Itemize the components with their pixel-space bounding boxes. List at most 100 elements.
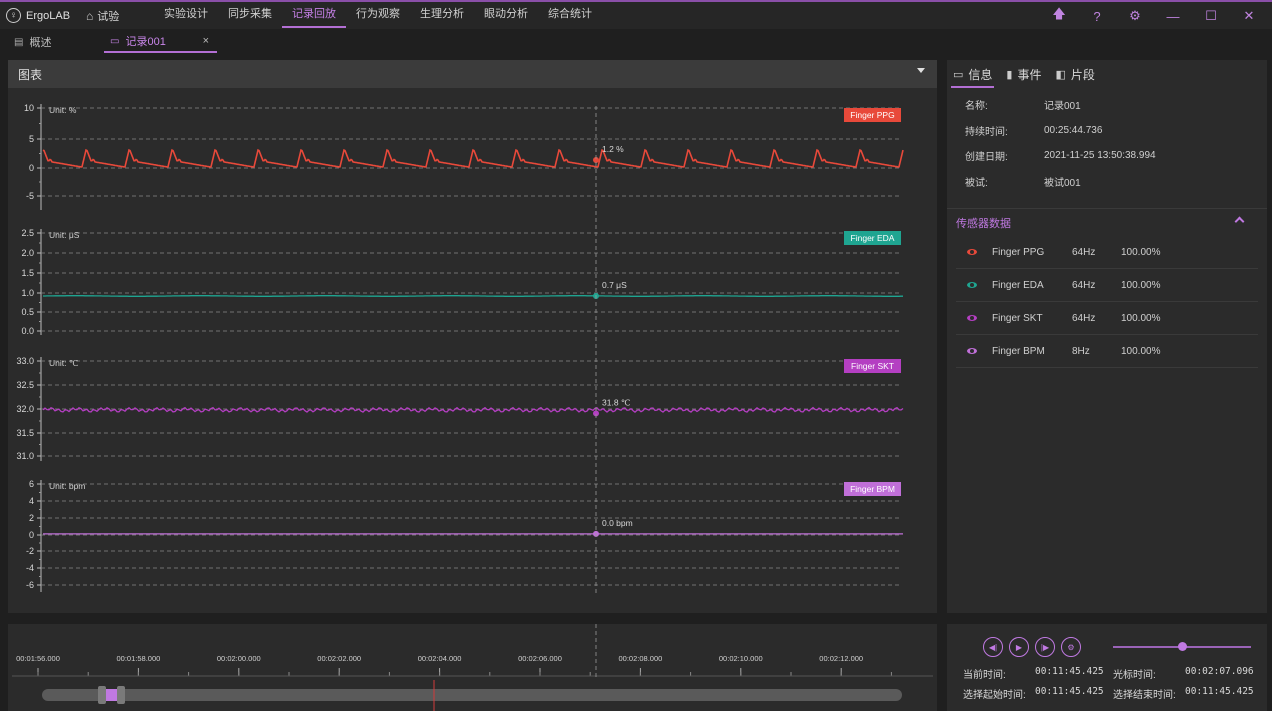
info-tab-bar: ▭ 信息 ▮ 事件 ◧ 片段 bbox=[947, 60, 1267, 88]
monitor-icon: ▭ bbox=[110, 35, 120, 47]
nav-behavior-observation[interactable]: 行为观察 bbox=[356, 8, 400, 20]
sensor-section-header[interactable]: 传感器数据 bbox=[947, 208, 1267, 236]
scroll-thumb[interactable] bbox=[106, 689, 117, 701]
visibility-eye-icon[interactable] bbox=[967, 348, 977, 354]
nav-sync-capture[interactable]: 同步采集 bbox=[228, 8, 272, 20]
segments-icon: ◧ bbox=[1055, 68, 1066, 81]
app-logo: ♀ ErgoLAB bbox=[6, 8, 84, 23]
visibility-eye-icon[interactable] bbox=[967, 249, 977, 255]
help-icon[interactable]: ? bbox=[1093, 8, 1101, 24]
ergolab-logo-icon: ♀ bbox=[6, 8, 21, 23]
y-tick-label: -2 bbox=[26, 546, 34, 556]
timeline-ruler[interactable]: 00:01:56.000 00:01:58.000 00:02:00.000 00:0… bbox=[8, 624, 937, 711]
upload-icon[interactable]: 🡅 bbox=[1052, 6, 1066, 21]
sensor-quality: 100.00% bbox=[1121, 345, 1161, 357]
series-badge-label: Finger PPG bbox=[850, 110, 894, 120]
settings-gear-icon[interactable]: ⚙ bbox=[1129, 8, 1141, 23]
nav-record-playback[interactable]: 记录回放 bbox=[282, 2, 346, 29]
maximize-icon[interactable]: ☐ bbox=[1205, 8, 1217, 23]
tab-events[interactable]: ▮ 事件 bbox=[1006, 60, 1041, 88]
sensor-rate: 64Hz bbox=[1072, 279, 1096, 291]
tab-segments[interactable]: ◧ 片段 bbox=[1056, 60, 1095, 88]
step-forward-icon[interactable]: |▶ bbox=[1035, 637, 1055, 657]
selection-end-label: 选择结束时间: bbox=[1113, 690, 1176, 701]
tab-record-001[interactable]: ▭ 记录001 × bbox=[104, 31, 217, 53]
info-key: 创建日期: bbox=[965, 152, 1008, 164]
y-tick-label: 32.5 bbox=[16, 380, 34, 390]
info-value: 2021-11-25 13:50:38.994 bbox=[1044, 150, 1156, 162]
y-tick-label: 1.0 bbox=[21, 288, 34, 298]
collapse-chevron-icon[interactable] bbox=[1234, 216, 1245, 227]
home-button[interactable]: ⌂ 试验 bbox=[86, 8, 154, 24]
cursor-value-label: 0.0 bpm bbox=[602, 518, 633, 528]
selection-start-value: 00:11:45.425 bbox=[1035, 686, 1104, 697]
cursor-value-label: 31.8 ℃ bbox=[602, 397, 631, 407]
main-nav: 实验设计 同步采集 记录回放 行为观察 生理分析 眼动分析 综合统计 bbox=[154, 2, 602, 29]
document-tab-bar: ▤ 概述 ▭ 记录001 × bbox=[0, 29, 1272, 53]
y-tick-label: 33.0 bbox=[16, 356, 34, 366]
close-tab-icon[interactable]: × bbox=[202, 35, 209, 47]
timeline-tick-label: 00:02:00.000 bbox=[217, 654, 261, 663]
tab-info-label: 信息 bbox=[968, 67, 993, 82]
nav-physio-analysis[interactable]: 生理分析 bbox=[420, 8, 464, 20]
current-time-label: 当前时间: bbox=[963, 670, 1006, 681]
series-badge bbox=[844, 108, 901, 122]
home-icon: ⌂ bbox=[86, 8, 94, 23]
scroll-handle-right[interactable] bbox=[117, 686, 125, 704]
step-back-icon[interactable]: ◀| bbox=[983, 637, 1003, 657]
scroll-track[interactable] bbox=[42, 689, 902, 701]
window-controls: 🡅 ? ⚙ — ☐ ✕ bbox=[1040, 5, 1268, 27]
minimize-icon[interactable]: — bbox=[1166, 8, 1180, 24]
series-badge-label: Finger SKT bbox=[851, 361, 894, 371]
series-badge bbox=[844, 231, 901, 245]
dropdown-caret-icon[interactable] bbox=[917, 68, 925, 73]
series-badge bbox=[844, 359, 901, 373]
y-tick-label: 32.0 bbox=[16, 404, 34, 414]
tab-info[interactable]: ▭ 信息 bbox=[950, 60, 995, 88]
cursor-point bbox=[593, 410, 599, 417]
visibility-eye-icon[interactable] bbox=[967, 315, 977, 321]
tab-overview[interactable]: ▤ 概述 bbox=[14, 31, 51, 53]
series-line bbox=[42, 148, 904, 168]
title-bar: ♀ ErgoLAB ⌂ 试验 实验设计 同步采集 记录回放 行为观察 生理分析 … bbox=[0, 0, 1272, 29]
tab-record-label: 记录001 bbox=[125, 36, 166, 48]
chart-panel: 图表 10 5 0 -5 Unit: % Finger PPG 1.2 % 2.5 2.0 1.5… bbox=[8, 60, 937, 613]
series-line bbox=[42, 406, 904, 413]
nav-overall-statistics[interactable]: 综合统计 bbox=[548, 8, 592, 20]
tab-overview-label: 概述 bbox=[29, 37, 52, 49]
info-key: 被试: bbox=[965, 177, 988, 189]
speed-slider-handle[interactable] bbox=[1178, 642, 1187, 651]
playback-settings-icon[interactable]: ⚙ bbox=[1061, 637, 1081, 657]
y-tick-label: 31.5 bbox=[16, 428, 34, 438]
selection-end-value: 00:11:45.425 bbox=[1185, 686, 1254, 697]
y-tick-label: 31.0 bbox=[16, 451, 34, 461]
info-key: 名称: bbox=[965, 101, 988, 113]
play-icon[interactable]: ▶ bbox=[1009, 637, 1029, 657]
close-window-icon[interactable]: ✕ bbox=[1243, 8, 1255, 23]
info-value: 记录001 bbox=[1044, 101, 1081, 113]
y-tick-label: -6 bbox=[26, 580, 34, 590]
timeline-tick-label: 00:02:02.000 bbox=[317, 654, 361, 663]
time-row-current: 当前时间: 00:11:45.425 光标时间: 00:02:07.096 bbox=[963, 666, 1263, 681]
y-tick-label: 0 bbox=[29, 530, 34, 540]
y-tick-label: 6 bbox=[29, 479, 34, 489]
tab-segments-label: 片段 bbox=[1070, 67, 1095, 82]
scroll-handle-left[interactable] bbox=[98, 686, 106, 704]
y-tick-label: 2.0 bbox=[21, 248, 34, 258]
cursor-point bbox=[593, 157, 599, 163]
signal-charts[interactable]: 10 5 0 -5 Unit: % Finger PPG 1.2 % 2.5 2.0 1.5 1.0… bbox=[8, 88, 937, 613]
record-info-list: 名称: 记录001 持续时间: 00:25:44.736 创建日期: 2021-… bbox=[947, 88, 1267, 194]
time-row-selection: 选择起始时间: 00:11:45.425 选择结束时间: 00:11:45.42… bbox=[963, 686, 1263, 701]
sensor-rate: 64Hz bbox=[1072, 312, 1096, 324]
timeline-tick-label: 00:02:12.000 bbox=[819, 654, 863, 663]
series-badge-label: Finger EDA bbox=[851, 233, 895, 243]
home-label: 试验 bbox=[97, 10, 120, 23]
visibility-eye-icon[interactable] bbox=[967, 282, 977, 288]
info-value: 被试001 bbox=[1044, 177, 1081, 189]
sensor-name: Finger EDA bbox=[992, 279, 1044, 291]
series-badge-label: Finger BPM bbox=[850, 484, 895, 494]
sensor-quality: 100.00% bbox=[1121, 246, 1161, 258]
nav-eye-tracking-analysis[interactable]: 眼动分析 bbox=[484, 8, 528, 20]
info-panel: ▭ 信息 ▮ 事件 ◧ 片段 名称: 记录001 持续时间: 00:25:44.… bbox=[947, 60, 1267, 613]
nav-experiment-design[interactable]: 实验设计 bbox=[164, 8, 208, 20]
